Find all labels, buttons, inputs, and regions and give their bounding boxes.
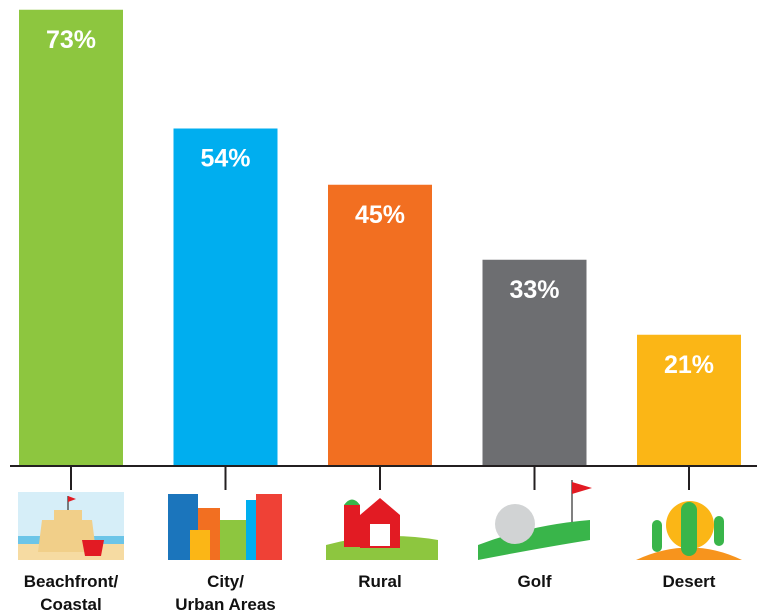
value-label: 54% bbox=[200, 145, 250, 173]
icon-cactus bbox=[652, 520, 662, 552]
icon-cactus bbox=[681, 502, 697, 556]
icon-silo-top bbox=[344, 500, 360, 506]
category-label: Golf bbox=[460, 570, 610, 593]
icon-building bbox=[256, 494, 282, 560]
value-label: 33% bbox=[509, 276, 559, 304]
icon-building bbox=[220, 520, 246, 560]
icon-flag bbox=[572, 482, 592, 494]
bar bbox=[174, 129, 278, 467]
category-label: Desert bbox=[614, 570, 757, 593]
value-label: 73% bbox=[46, 26, 96, 54]
page: {"chart_data": {"type": "bar", "categori… bbox=[0, 0, 757, 616]
category-label: City/ Urban Areas bbox=[151, 570, 301, 616]
category-label: Beachfront/ Coastal bbox=[0, 570, 146, 616]
bar bbox=[19, 10, 123, 466]
icon-ball bbox=[495, 504, 535, 544]
value-label: 21% bbox=[664, 351, 714, 379]
category-label: Rural bbox=[305, 570, 455, 593]
icon-silo bbox=[344, 505, 360, 547]
chart: 73% 54% 45% 33% 21% bbox=[0, 0, 757, 616]
icon-barn-door bbox=[370, 524, 390, 546]
icon-bucket bbox=[82, 540, 104, 556]
icons bbox=[18, 480, 742, 560]
value-label: 45% bbox=[355, 201, 405, 229]
icon-building bbox=[190, 530, 210, 560]
icon-cactus bbox=[714, 516, 724, 546]
